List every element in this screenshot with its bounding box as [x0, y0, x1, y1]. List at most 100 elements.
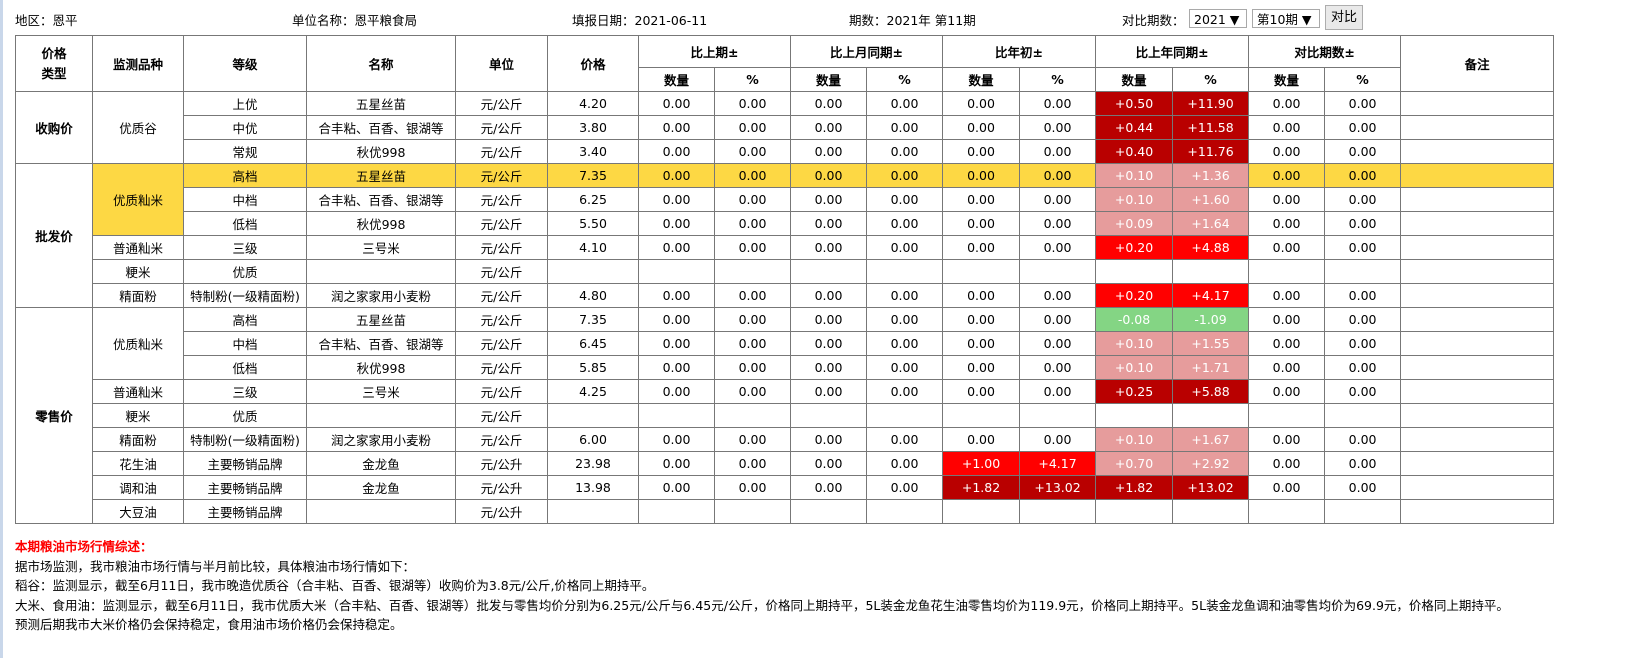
- compare-year-select[interactable]: 2021 ▼: [1189, 9, 1247, 28]
- change-pct-cell: 0.00: [1324, 283, 1402, 308]
- compare-period-label: 对比期数：: [1122, 13, 1185, 28]
- table-row: 低档 秋优998 元/公斤 5.50 0.00 0.00 0.00 0.00 0.00 0.00 +…: [16, 211, 1555, 236]
- unit-cell: 元/公斤: [455, 211, 548, 236]
- unit-cell: 元/公斤: [455, 307, 548, 332]
- change-pct-cell: [866, 403, 944, 428]
- change-pct-cell: [1324, 259, 1402, 284]
- name-cell: 五星丝苗: [306, 91, 456, 116]
- price-cell: 5.85: [547, 355, 639, 380]
- unit-cell: 元/公斤: [455, 235, 548, 260]
- grade-cell: 特制粉(一级精面粉): [183, 283, 307, 308]
- grade-cell: 优质: [183, 259, 307, 284]
- change-qty-cell: [790, 403, 868, 428]
- variety-cell: 精面粉: [92, 427, 184, 452]
- change-qty-cell: [638, 499, 715, 524]
- table-row: 批发价 优质籼米 高档 五星丝苗 元/公斤 7.35 0.00 0.00 0.00 0.00 0.0…: [15, 163, 1555, 308]
- table-row: 中档 合丰粘、百香、银湖等 元/公斤 6.25 0.00 0.00 0.00 0.00 0.00…: [16, 187, 1555, 212]
- change-qty-cell: +0.10: [1095, 331, 1174, 356]
- price-cell: 7.35: [547, 163, 639, 188]
- change-qty-cell: 0.00: [1248, 475, 1326, 500]
- price-cell: 6.25: [547, 187, 639, 212]
- grade-cell: 常规: [183, 139, 307, 164]
- change-pct-cell: [713, 403, 792, 428]
- change-pct-cell: [713, 499, 792, 524]
- period-label: 期数：2021年 第11期: [849, 13, 976, 28]
- change-qty-cell: [1095, 259, 1174, 284]
- unit-cell: 元/公斤: [455, 379, 548, 404]
- name-cell: [306, 499, 456, 524]
- table-row: 调和油 主要畅销品牌 金龙鱼 元/公升 13.98 0.00 0.00 0.00 0.00 +1.…: [16, 475, 1555, 500]
- change-qty-cell: [942, 259, 1021, 284]
- change-qty-cell: 0.00: [942, 355, 1021, 380]
- col-remark: 备注: [1400, 35, 1555, 92]
- change-qty-cell: 0.00: [638, 451, 715, 476]
- change-pct-cell: 0.00: [713, 379, 792, 404]
- change-qty-cell: 0.00: [638, 307, 715, 332]
- unit-cell: 元/公斤: [455, 259, 548, 284]
- change-qty-cell: 0.00: [638, 91, 715, 116]
- col-price: 价格: [547, 35, 639, 92]
- change-pct-cell: 0.00: [1324, 451, 1402, 476]
- change-qty-cell: 0.00: [790, 427, 868, 452]
- remark-cell: [1400, 475, 1555, 500]
- unit-cell: 元/公升: [455, 475, 548, 500]
- change-pct-cell: [1172, 259, 1250, 284]
- col-pct: %: [713, 67, 792, 92]
- change-pct-cell: 0.00: [1019, 139, 1097, 164]
- change-qty-cell: 0.00: [790, 379, 868, 404]
- price-cell: 7.35: [547, 307, 639, 332]
- change-pct-cell: 0.00: [1324, 139, 1402, 164]
- change-pct-cell: 0.00: [1324, 115, 1402, 140]
- change-qty-cell: 0.00: [942, 427, 1021, 452]
- change-qty-cell: 0.00: [1248, 235, 1326, 260]
- table-row: 中优 合丰粘、百香、银湖等 元/公斤 3.80 0.00 0.00 0.00 0.00 0.00…: [16, 115, 1555, 140]
- change-qty-cell: 0.00: [638, 163, 715, 188]
- table-row: 常规 秋优998 元/公斤 3.40 0.00 0.00 0.00 0.00 0.00 0.00 +…: [16, 139, 1555, 164]
- change-pct-cell: +1.55: [1172, 331, 1250, 356]
- price-cell: [547, 403, 639, 428]
- change-qty-cell: 0.00: [1248, 187, 1326, 212]
- compare-button[interactable]: 对比: [1325, 5, 1363, 30]
- change-pct-cell: 0.00: [713, 187, 792, 212]
- change-pct-cell: 0.00: [1019, 163, 1097, 188]
- remark-cell: [1400, 451, 1555, 476]
- change-qty-cell: 0.00: [1248, 115, 1326, 140]
- remark-cell: [1400, 235, 1555, 260]
- change-pct-cell: 0.00: [866, 283, 944, 308]
- remark-cell: [1400, 139, 1555, 164]
- change-pct-cell: [1324, 499, 1402, 524]
- region-label: 地区：恩平: [15, 13, 78, 28]
- table-row: 低档 秋优998 元/公斤 5.85 0.00 0.00 0.00 0.00 0.00 0.00 +…: [16, 355, 1555, 380]
- grade-cell: 中档: [183, 331, 307, 356]
- change-qty-cell: 0.00: [790, 163, 868, 188]
- change-pct-cell: 0.00: [713, 115, 792, 140]
- change-pct-cell: [713, 259, 792, 284]
- grade-cell: 主要畅销品牌: [183, 499, 307, 524]
- change-qty-cell: +0.70: [1095, 451, 1174, 476]
- change-pct-cell: 0.00: [1019, 187, 1097, 212]
- change-qty-cell: 0.00: [942, 235, 1021, 260]
- compare-period-select[interactable]: 第10期 ▼: [1252, 9, 1320, 28]
- price-cell: 13.98: [547, 475, 639, 500]
- change-pct-cell: +4.88: [1172, 235, 1250, 260]
- name-cell: 润之家家用小麦粉: [306, 427, 456, 452]
- change-qty-cell: 0.00: [1248, 451, 1326, 476]
- price-table: 价格类型 监测品种 等级 名称 单位 价格 比上期± 比上月同期± 比年初± 比…: [15, 35, 1555, 524]
- change-pct-cell: 0.00: [1324, 211, 1402, 236]
- change-pct-cell: 0.00: [1019, 379, 1097, 404]
- price-cell: 4.25: [547, 379, 639, 404]
- change-pct-cell: 0.00: [713, 283, 792, 308]
- change-pct-cell: +4.17: [1172, 283, 1250, 308]
- change-pct-cell: +11.90: [1172, 91, 1250, 116]
- change-qty-cell: 0.00: [1248, 307, 1326, 332]
- col-qty: 数量: [638, 67, 715, 92]
- change-pct-cell: +13.02: [1172, 475, 1250, 500]
- remark-cell: [1400, 427, 1555, 452]
- col-pct: %: [1172, 67, 1250, 92]
- price-cell: [547, 259, 639, 284]
- change-qty-cell: 0.00: [942, 115, 1021, 140]
- change-pct-cell: 0.00: [713, 163, 792, 188]
- change-pct-cell: 0.00: [1019, 331, 1097, 356]
- remark-cell: [1400, 499, 1555, 524]
- change-pct-cell: [866, 499, 944, 524]
